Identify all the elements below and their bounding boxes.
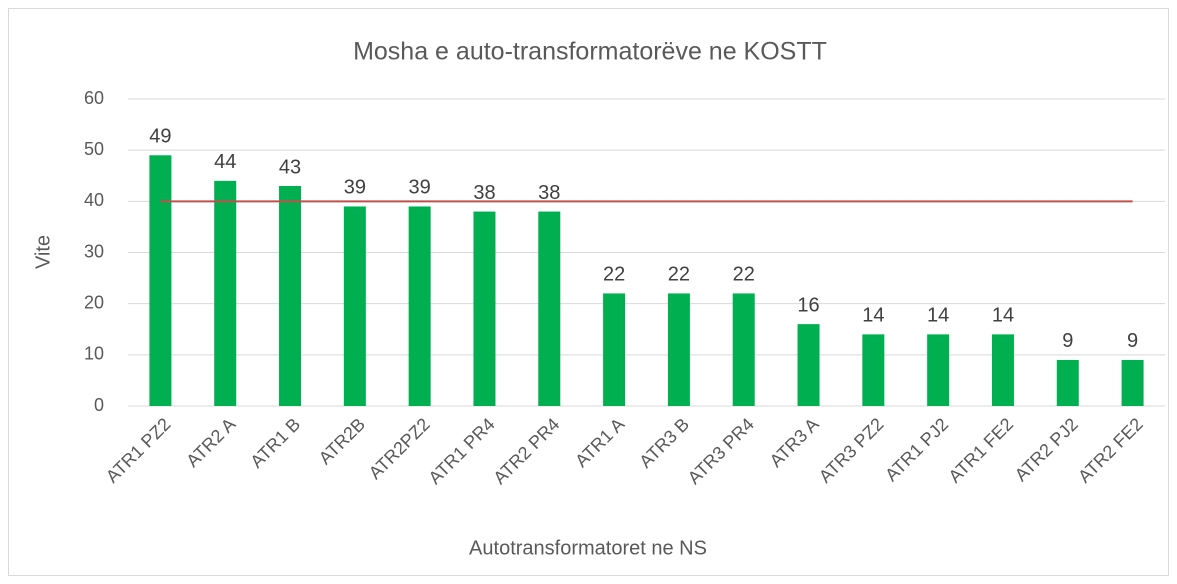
- data-label: 14: [862, 305, 884, 327]
- data-label: 22: [603, 264, 625, 286]
- chart-frame: [8, 8, 1169, 576]
- data-label: 44: [214, 151, 236, 173]
- bar: [408, 206, 431, 406]
- bar: [862, 334, 885, 406]
- bar: [991, 334, 1014, 406]
- data-label: 38: [538, 182, 560, 204]
- data-label: 39: [344, 177, 366, 199]
- bar: [538, 211, 561, 406]
- data-label: 38: [473, 182, 495, 204]
- bar: [149, 155, 172, 406]
- bar: [603, 293, 626, 406]
- bar: [927, 334, 950, 406]
- y-tick-label: 40: [84, 190, 104, 210]
- data-label: 9: [1062, 330, 1073, 352]
- data-label: 22: [733, 264, 755, 286]
- y-tick-label: 10: [84, 344, 104, 364]
- data-label: 16: [797, 294, 819, 316]
- bar: [343, 206, 366, 406]
- y-tick-label: 20: [84, 292, 104, 312]
- bar: [797, 324, 820, 406]
- chart-title: Mosha e auto-transformatorëve ne KOSTT: [353, 38, 827, 66]
- data-label: 22: [668, 264, 690, 286]
- bar: [214, 180, 237, 406]
- data-label: 49: [149, 126, 171, 148]
- y-tick-label: 0: [94, 395, 104, 415]
- y-tick-label: 30: [84, 241, 104, 261]
- bar: [667, 293, 690, 406]
- y-axis-label: Vite: [32, 235, 54, 269]
- bar: [732, 293, 755, 406]
- data-label: 14: [992, 305, 1014, 327]
- bar: [279, 185, 302, 406]
- data-label: 9: [1127, 330, 1138, 352]
- data-label: 14: [927, 305, 949, 327]
- y-tick-label: 50: [84, 139, 104, 159]
- data-label: 43: [279, 156, 301, 178]
- bar: [473, 211, 496, 406]
- bar: [1056, 359, 1079, 406]
- bar: [1121, 359, 1144, 406]
- y-tick-label: 60: [84, 88, 104, 108]
- data-label: 39: [409, 177, 431, 199]
- x-axis-label: Autotransformatoret ne NS: [469, 537, 707, 559]
